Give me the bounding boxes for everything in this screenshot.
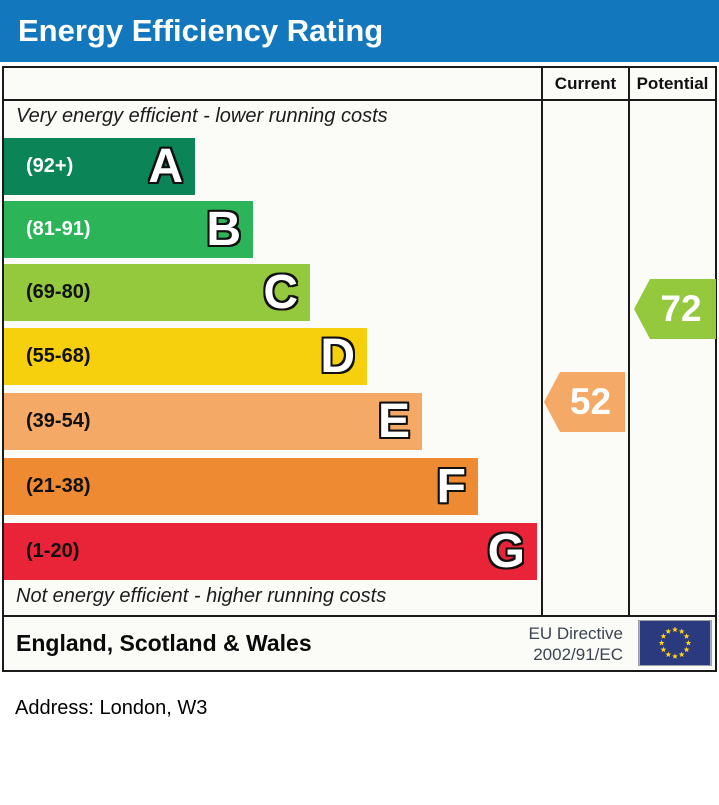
potential-column-divider <box>628 68 630 615</box>
potential-rating-arrow: 72 <box>634 279 716 339</box>
band-e: (39-54) E <box>4 393 422 450</box>
band-e-letter: E <box>377 394 410 448</box>
address-line: Address: London, W3 <box>15 697 208 719</box>
band-b-letter: B <box>206 202 241 256</box>
band-c-range: (69-80) <box>26 281 91 303</box>
band-a: (92+) A <box>4 138 195 195</box>
eu-flag-icon <box>638 620 712 666</box>
title-bar: Energy Efficiency Rating <box>0 0 719 62</box>
eu-directive-line2: 2002/91/EC <box>533 645 623 664</box>
band-b: (81-91) B <box>4 201 253 258</box>
band-f-letter: F <box>436 459 466 513</box>
band-b-range: (81-91) <box>26 218 91 240</box>
potential-column-header: Potential <box>636 73 709 93</box>
band-a-letter: A <box>148 139 183 193</box>
band-g-range: (1-20) <box>26 540 80 562</box>
band-d-letter: D <box>320 329 355 383</box>
region-label: England, Scotland & Wales <box>16 630 312 656</box>
current-column-divider <box>541 68 543 615</box>
band-f-range: (21-38) <box>26 475 91 497</box>
header-divider <box>4 99 715 101</box>
band-f: (21-38) F <box>4 458 478 515</box>
eu-directive-line1: EU Directive <box>528 624 623 643</box>
potential-rating-value: 72 <box>660 288 702 329</box>
band-e-range: (39-54) <box>26 410 91 432</box>
top-note: Very energy efficient - lower running co… <box>16 105 388 127</box>
current-column-header: Current <box>554 73 617 93</box>
band-c-letter: C <box>263 265 298 319</box>
rating-chart: Current Potential Very energy efficient … <box>2 66 717 672</box>
band-d-range: (55-68) <box>26 345 91 367</box>
footer-divider <box>4 615 715 617</box>
footer-row: England, Scotland & Wales EU Directive 2… <box>4 617 715 670</box>
band-c: (69-80) C <box>4 264 310 321</box>
bottom-note: Not energy efficient - higher running co… <box>16 585 387 607</box>
current-rating-value: 52 <box>569 381 612 422</box>
page-title: Energy Efficiency Rating <box>18 13 384 48</box>
current-rating-arrow: 52 <box>544 372 625 432</box>
band-g: (1-20) G <box>4 523 537 580</box>
band-g-letter: G <box>487 524 525 578</box>
band-d: (55-68) D <box>4 328 367 385</box>
band-a-range: (92+) <box>26 155 74 177</box>
eu-directive-label: EU Directive 2002/91/EC <box>529 623 623 665</box>
